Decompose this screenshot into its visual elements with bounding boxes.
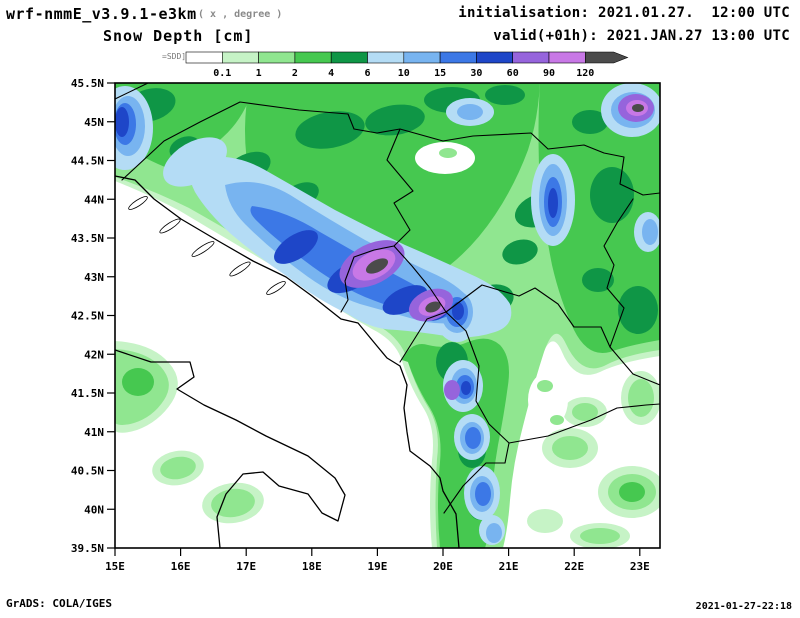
legend-prefix-text: =SDD] <box>162 52 187 61</box>
legend-segment <box>222 51 259 64</box>
legend-segment <box>439 51 477 64</box>
balkan-coastline <box>115 175 460 548</box>
legend-segment <box>330 51 368 64</box>
x-axis-label: 21E <box>499 560 519 573</box>
legend-tick-label: 0.1 <box>213 68 231 79</box>
low-snow-pockets <box>415 142 568 428</box>
legend-tick-label: 120 <box>576 68 594 79</box>
y-axis-label: 40.5N <box>71 465 104 478</box>
x-axis-label: 20E <box>433 560 453 573</box>
legend-segment <box>548 51 586 64</box>
y-axis-label: 41.5N <box>71 387 104 400</box>
initialisation-time-label: initialisation: 2021.01.27. 12:00 UTC <box>458 5 790 21</box>
legend-segment <box>403 51 441 64</box>
adriatic-islands <box>128 196 286 295</box>
y-axis-label: 44.5N <box>71 155 104 168</box>
y-axis-label: 42N <box>84 348 104 361</box>
x-axis-label: 18E <box>302 560 322 573</box>
model-name: wrf-nmmE_v3.9.1-e3km <box>6 5 197 23</box>
legend-segment <box>185 51 223 64</box>
plot-title: Snow Depth [cm] <box>103 27 254 45</box>
legend-tick-label: 60 <box>507 68 519 79</box>
y-axis-label: 43N <box>84 271 104 284</box>
y-axis-label: 40N <box>84 503 104 516</box>
snow-fill-over-120cm <box>365 104 644 313</box>
y-axis-label: 45.5N <box>71 77 104 90</box>
x-axis-label: 15E <box>105 560 125 573</box>
creation-timestamp: 2021-01-27-22:18 <box>695 601 792 612</box>
legend-tick-label: 4 <box>328 68 334 79</box>
pocket-green-dots <box>439 148 564 425</box>
y-axis-label: 43.5N <box>71 232 104 245</box>
legend-tick-label: 30 <box>470 68 482 79</box>
y-axis-label: 45N <box>84 116 104 129</box>
axes: 45.5N 45N 44.5N 44N 43.5N 43N 42.5N 42N 41.5N 41N… <box>71 77 650 573</box>
legend-segment <box>294 51 332 64</box>
x-axis-label: 22E <box>564 560 584 573</box>
legend-tick-label: 2 <box>292 68 298 79</box>
y-axis-label: 41N <box>84 426 104 439</box>
x-axis-label: 23E <box>630 560 650 573</box>
valid-time-label: valid(+01h): 2021.JAN.27 13:00 UTC <box>493 28 790 44</box>
legend-tick-label: 15 <box>434 68 446 79</box>
country-borders <box>115 83 660 514</box>
legend-tick-label: 10 <box>398 68 410 79</box>
legend-tick-label: 6 <box>364 68 370 79</box>
legend-segment <box>258 51 296 64</box>
color-scale-legend: 0.1 1 2 4 6 10 15 30 60 90 120 <box>185 51 629 79</box>
legend-segment <box>367 51 405 64</box>
legend-segment <box>476 51 513 64</box>
legend-tick-label: 1 <box>256 68 262 79</box>
x-axis-label: 19E <box>367 560 387 573</box>
y-axis-label: 44N <box>84 193 104 206</box>
x-axis-label: 16E <box>171 560 191 573</box>
legend-tick-label: 90 <box>543 68 555 79</box>
coastlines <box>115 175 460 548</box>
y-axis-label: 42.5N <box>71 310 104 323</box>
y-axis-label: 39.5N <box>71 542 104 555</box>
legend-segment <box>512 51 550 64</box>
legend-arrow-segment <box>585 51 629 64</box>
map-plot-area <box>115 83 660 548</box>
grads-credit: GrADS: COLA/IGES <box>6 597 112 610</box>
italy-coastline <box>115 349 346 548</box>
model-units-note: ( x , degree ) <box>198 9 283 20</box>
contour-region <box>538 83 660 354</box>
x-axis-label: 17E <box>236 560 256 573</box>
